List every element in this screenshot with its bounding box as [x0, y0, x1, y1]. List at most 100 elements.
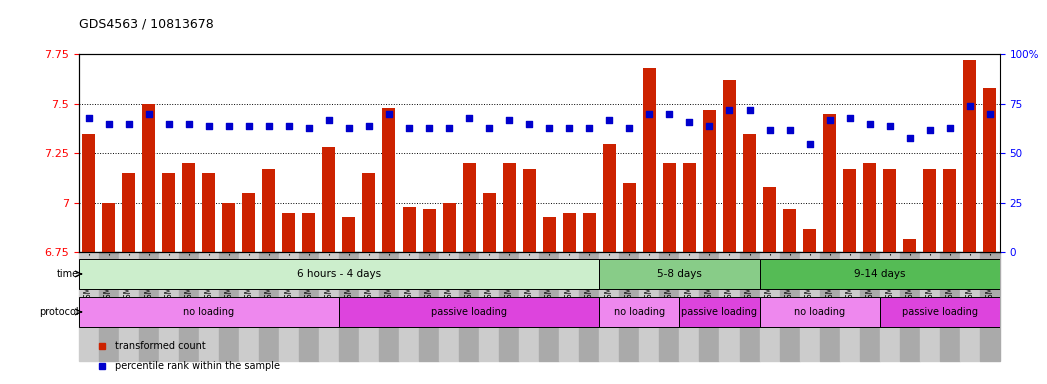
Bar: [640, 253, 660, 361]
Bar: [423, 209, 436, 253]
Point: [81, 115, 97, 121]
Bar: [483, 193, 495, 253]
Bar: [743, 134, 756, 253]
Text: no loading: no loading: [614, 307, 665, 317]
Point: [180, 121, 197, 127]
Bar: [579, 253, 599, 361]
Bar: [643, 68, 655, 253]
Bar: [503, 163, 516, 253]
Bar: [439, 253, 459, 361]
Text: passive loading: passive loading: [431, 307, 507, 317]
Bar: [98, 253, 118, 361]
Bar: [879, 253, 899, 361]
Bar: [342, 217, 355, 253]
Point: [941, 124, 958, 131]
Point: [401, 124, 418, 131]
Point: [541, 124, 558, 131]
Bar: [199, 253, 219, 361]
Text: no loading: no loading: [794, 307, 845, 317]
Bar: [459, 253, 480, 361]
Bar: [863, 163, 876, 253]
Point: [921, 127, 938, 133]
Point: [241, 122, 258, 129]
Point: [901, 134, 918, 141]
Bar: [899, 253, 919, 361]
Bar: [723, 80, 736, 253]
Point: [101, 121, 117, 127]
Bar: [983, 88, 997, 253]
FancyBboxPatch shape: [79, 259, 599, 289]
Bar: [923, 169, 936, 253]
Bar: [222, 203, 236, 253]
Bar: [522, 169, 536, 253]
Point: [821, 117, 838, 123]
Bar: [283, 213, 295, 253]
Bar: [759, 253, 780, 361]
Text: 9-14 days: 9-14 days: [854, 269, 906, 279]
Bar: [583, 213, 596, 253]
Bar: [162, 173, 175, 253]
Bar: [623, 183, 636, 253]
Bar: [279, 253, 298, 361]
Bar: [443, 203, 455, 253]
Bar: [719, 253, 739, 361]
Point: [520, 121, 537, 127]
Bar: [122, 173, 135, 253]
Bar: [542, 217, 556, 253]
Point: [220, 122, 237, 129]
Bar: [182, 163, 195, 253]
Text: transformed count: transformed count: [115, 341, 206, 351]
Bar: [940, 253, 960, 361]
Point: [140, 111, 157, 117]
Bar: [803, 229, 816, 253]
Bar: [159, 253, 179, 361]
Point: [300, 124, 317, 131]
Text: passive loading: passive loading: [901, 307, 978, 317]
Point: [461, 115, 477, 121]
Bar: [800, 253, 820, 361]
Bar: [843, 169, 856, 253]
Bar: [699, 253, 719, 361]
Point: [581, 124, 598, 131]
Bar: [660, 253, 680, 361]
Bar: [480, 253, 499, 361]
Point: [360, 122, 377, 129]
Bar: [603, 144, 616, 253]
Text: 5-8 days: 5-8 days: [656, 269, 701, 279]
FancyBboxPatch shape: [79, 297, 339, 327]
Point: [481, 124, 497, 131]
Point: [781, 127, 798, 133]
Bar: [142, 104, 155, 253]
Bar: [919, 253, 940, 361]
Bar: [960, 253, 980, 361]
Bar: [82, 134, 95, 253]
Bar: [860, 253, 879, 361]
Bar: [663, 163, 676, 253]
Point: [721, 107, 738, 113]
Bar: [298, 253, 319, 361]
Bar: [359, 253, 379, 361]
Bar: [840, 253, 860, 361]
Bar: [402, 207, 416, 253]
Point: [661, 111, 677, 117]
Bar: [620, 253, 640, 361]
Text: percentile rank within the sample: percentile rank within the sample: [115, 361, 281, 371]
Text: no loading: no loading: [183, 307, 235, 317]
Bar: [559, 253, 579, 361]
Point: [261, 122, 277, 129]
Point: [441, 124, 458, 131]
Bar: [303, 213, 315, 253]
Point: [421, 124, 438, 131]
Point: [381, 111, 398, 117]
Point: [701, 122, 718, 129]
Bar: [382, 108, 396, 253]
Bar: [419, 253, 439, 361]
Bar: [539, 253, 559, 361]
Point: [761, 127, 778, 133]
Point: [862, 121, 878, 127]
FancyBboxPatch shape: [599, 297, 680, 327]
Text: time: time: [57, 269, 79, 279]
Bar: [823, 114, 837, 253]
Point: [500, 117, 517, 123]
Point: [160, 121, 177, 127]
